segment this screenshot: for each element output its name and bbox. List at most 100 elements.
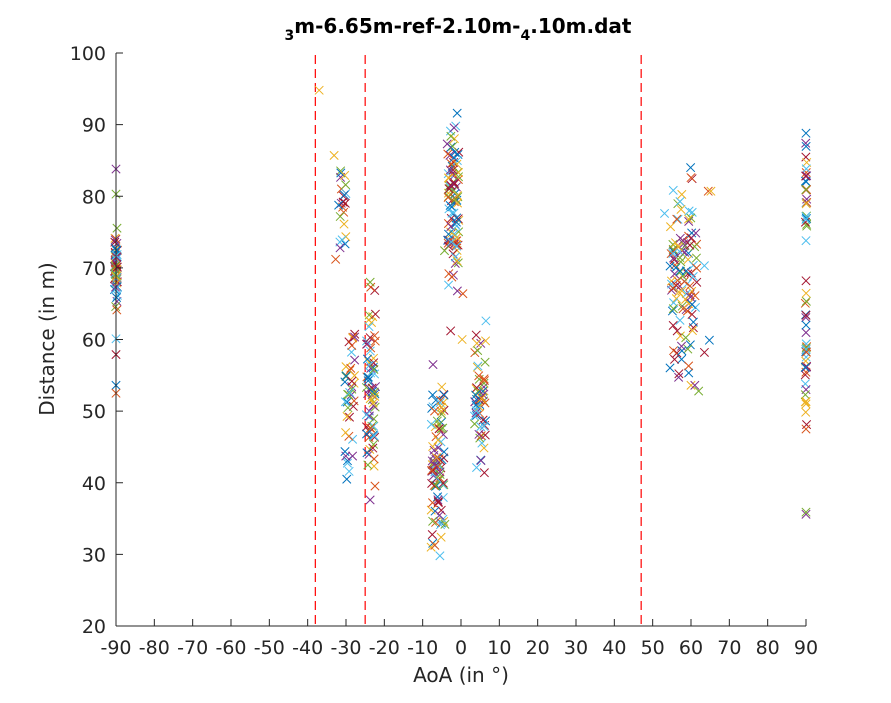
x-tick-label: 40 [602, 637, 626, 659]
data-point [452, 286, 462, 296]
data-point [676, 341, 687, 351]
data-point [677, 189, 687, 199]
x-tick-label: -20 [369, 637, 400, 659]
data-point [369, 358, 379, 368]
data-point [801, 312, 811, 323]
data-point [800, 370, 810, 380]
data-point [801, 236, 811, 246]
data-point [363, 373, 373, 383]
data-point [480, 336, 491, 346]
data-point [802, 171, 812, 181]
data-point [691, 253, 702, 263]
data-point [479, 375, 489, 386]
data-point [479, 378, 489, 388]
data-point [453, 172, 464, 182]
data-point [659, 208, 670, 218]
data-point [458, 289, 468, 299]
y-tick-label: 20 [82, 616, 106, 638]
data-point [450, 258, 460, 268]
data-point [436, 406, 446, 416]
data-point [668, 185, 678, 195]
data-point [473, 345, 483, 356]
data-point [672, 326, 682, 336]
data-point [687, 326, 698, 336]
x-tick-label: 80 [756, 637, 780, 659]
data-point [364, 315, 374, 325]
data-point [479, 374, 489, 384]
data-point [699, 261, 709, 271]
chart-title: 3m-6.65m-ref-2.10m-4.10m.dat [285, 14, 632, 44]
x-axis-ticks: -90 -80 -70 -60 -50 -40 -30 -20 -10 0 10 20 30 40 50 60… [100, 619, 818, 659]
x-tick-label: -50 [254, 637, 285, 659]
data-point [684, 361, 694, 371]
data-point [428, 390, 438, 400]
data-point [433, 443, 443, 453]
data-point [112, 282, 122, 292]
data-point [802, 197, 812, 207]
data-point [470, 348, 480, 358]
data-point [366, 363, 376, 373]
data-point [339, 219, 349, 229]
data-point [367, 387, 377, 397]
data-point [801, 296, 811, 306]
data-point [427, 478, 437, 489]
y-tick-label: 100 [70, 43, 106, 65]
data-point [446, 131, 456, 141]
data-point [684, 298, 694, 309]
data-point [801, 167, 811, 178]
data-point [370, 382, 381, 392]
data-point [369, 431, 379, 441]
data-point [434, 510, 445, 520]
data-point [448, 165, 458, 175]
data-point [685, 340, 695, 350]
data-point [331, 254, 341, 264]
data-point [364, 411, 374, 421]
data-point [369, 387, 379, 397]
data-point [675, 197, 685, 207]
data-point [434, 424, 444, 434]
data-point [367, 383, 377, 393]
data-point [686, 213, 696, 223]
data-point [686, 163, 696, 173]
data-point [346, 363, 356, 373]
data-point [435, 469, 445, 480]
data-point [690, 291, 700, 301]
data-point [438, 478, 448, 488]
data-point [369, 364, 379, 375]
data-point [341, 180, 351, 190]
data-point [800, 217, 811, 227]
data-point [452, 233, 462, 243]
data-point [687, 299, 697, 310]
data-point [348, 401, 358, 411]
data-point [362, 354, 373, 364]
data-point [365, 495, 375, 505]
data-point [801, 288, 811, 298]
data-point [681, 266, 691, 276]
data-point [335, 211, 345, 222]
data-point [800, 298, 810, 308]
data-point [112, 252, 122, 262]
data-point [370, 309, 380, 319]
data-point [479, 443, 489, 453]
data-point [112, 262, 122, 272]
data-point [362, 339, 373, 349]
data-point [362, 429, 372, 439]
data-points [109, 85, 812, 561]
data-point [436, 437, 446, 447]
data-point [365, 346, 375, 356]
data-point [670, 269, 680, 279]
data-point [665, 363, 675, 373]
data-point [348, 332, 358, 342]
data-point [801, 362, 812, 372]
data-point [668, 346, 679, 356]
data-point [801, 320, 811, 330]
data-point [477, 393, 487, 403]
data-point [430, 406, 440, 416]
data-point [442, 139, 452, 149]
data-point [451, 217, 461, 227]
data-point [350, 355, 360, 365]
data-point [680, 294, 691, 304]
x-tick-label: 10 [487, 637, 511, 659]
data-point [674, 287, 684, 297]
data-point [369, 414, 379, 424]
